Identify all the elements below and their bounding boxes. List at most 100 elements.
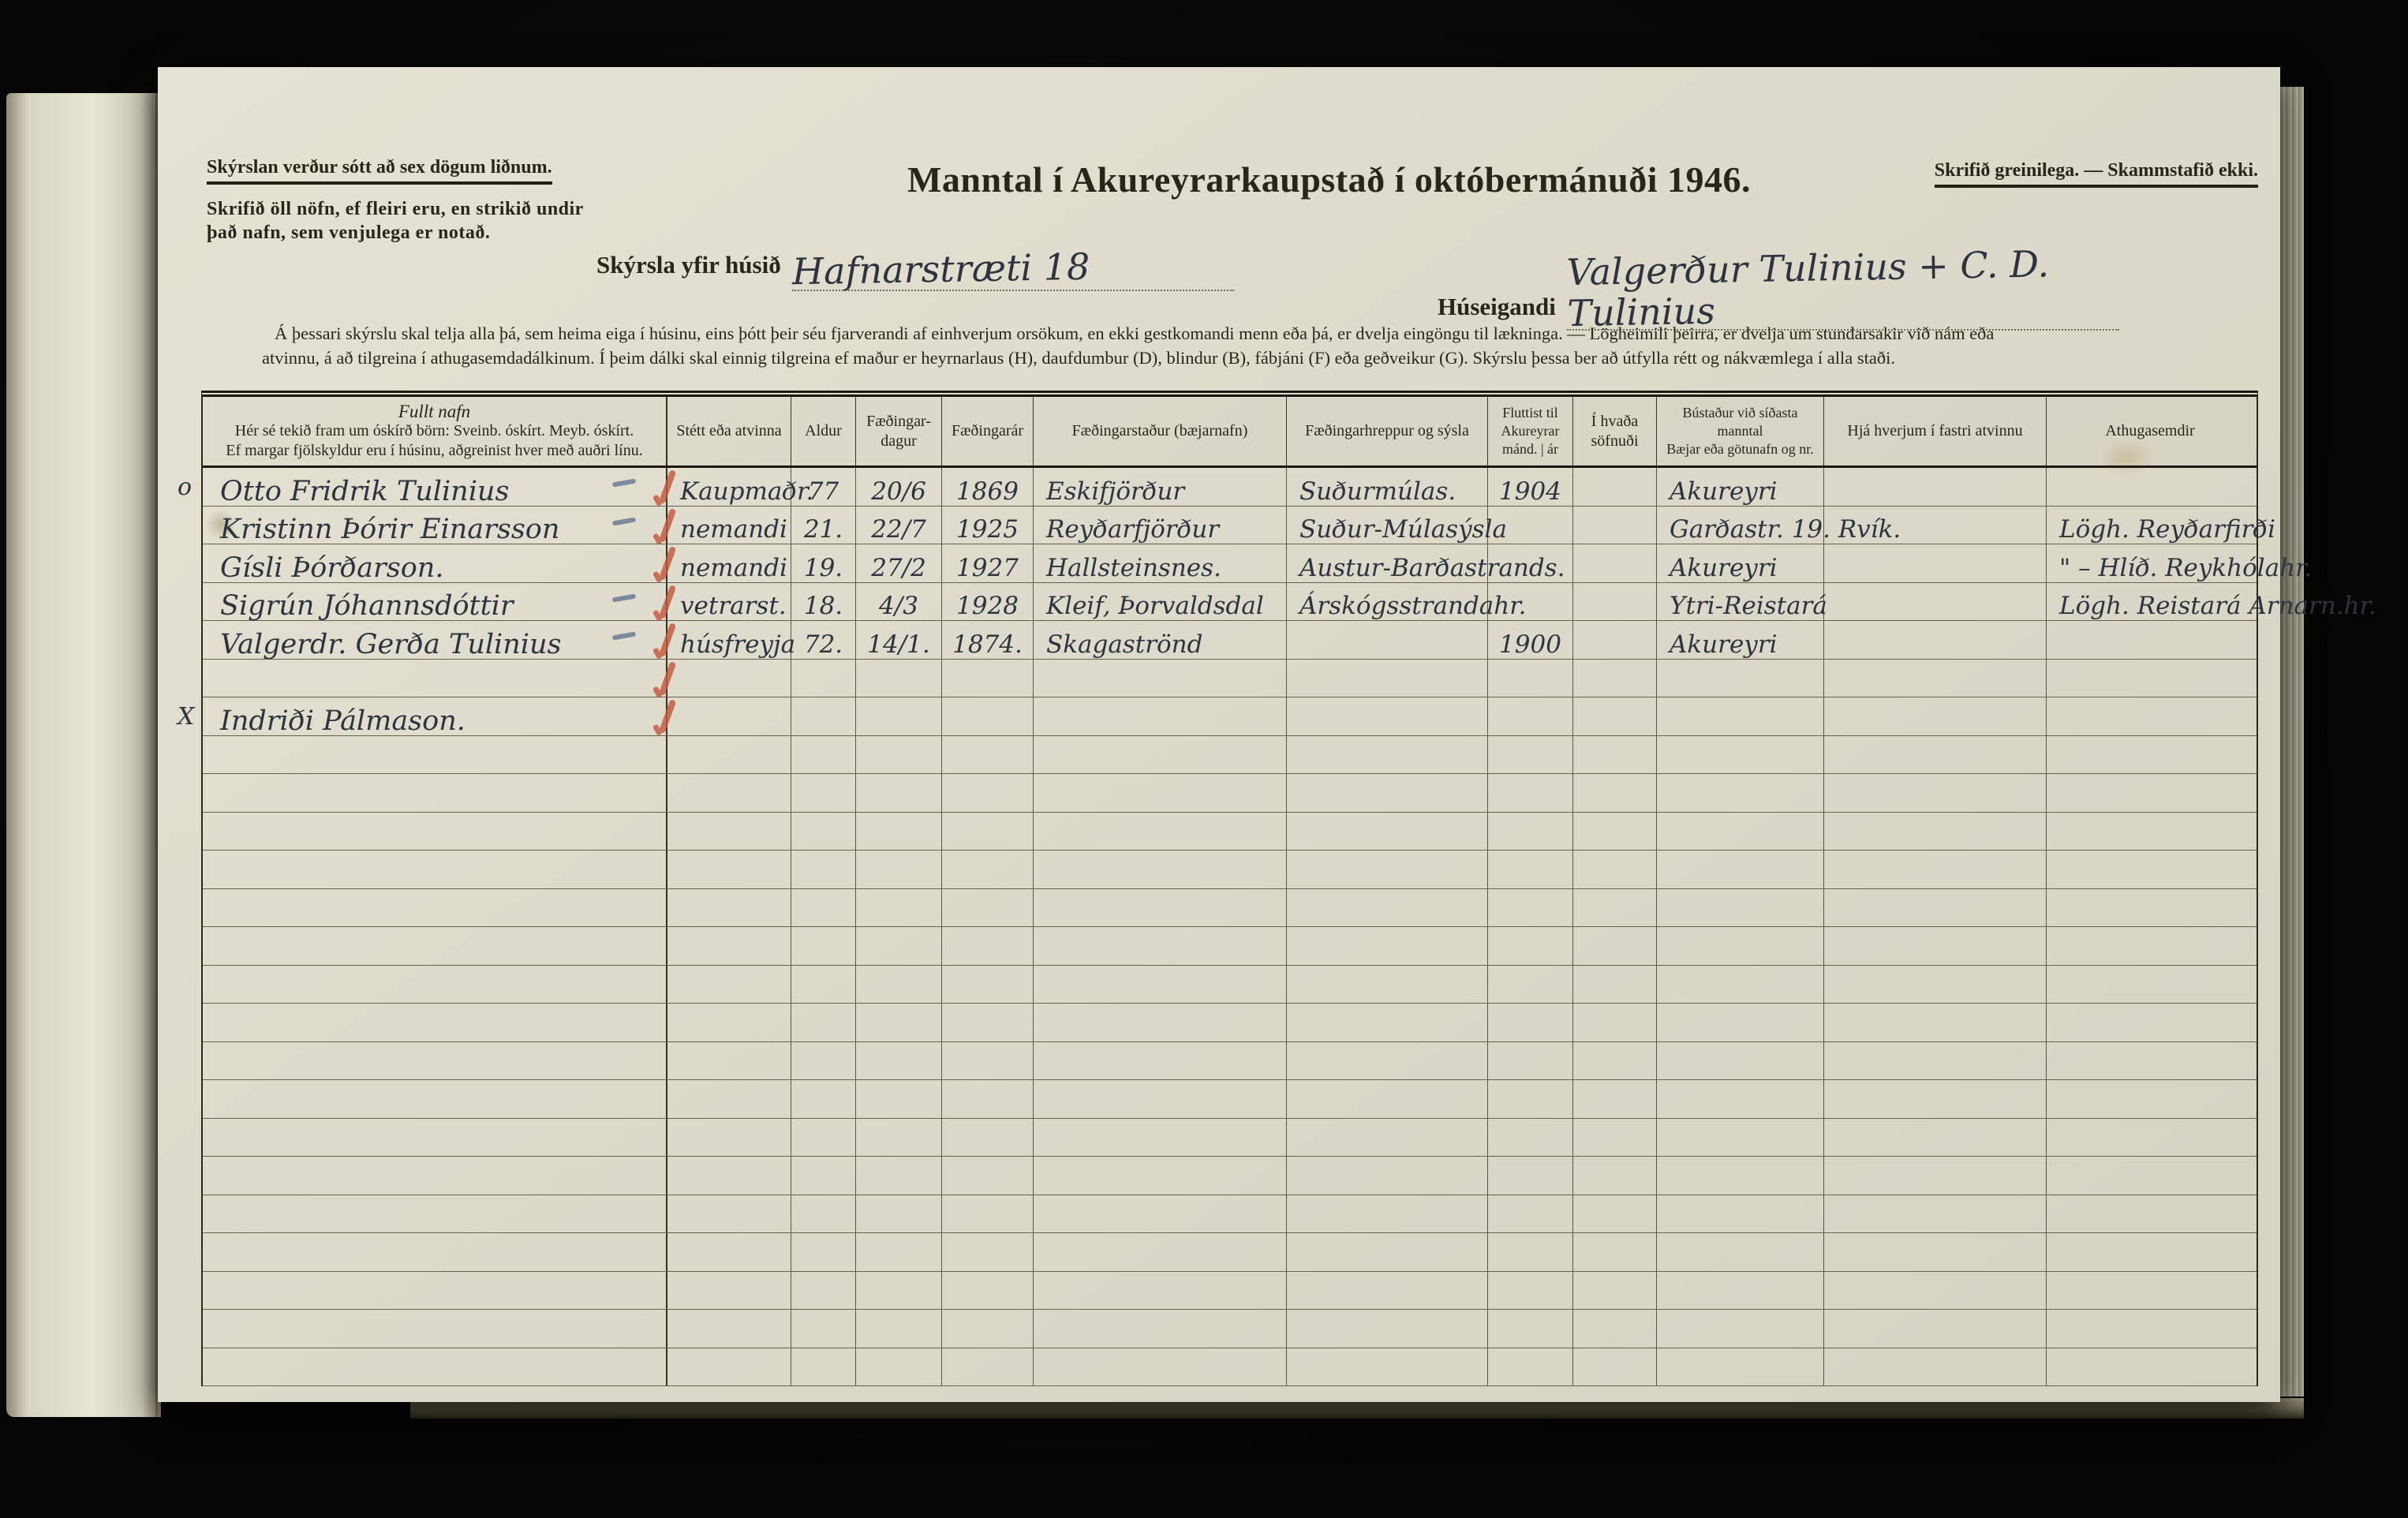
cell-birth-place: Kleif, Þorvaldsdal [1034, 582, 1287, 620]
cell-birth-day [856, 965, 942, 1003]
handwritten-birth-day: 22/7 [871, 515, 926, 544]
cell-age [791, 1157, 856, 1195]
cell-remarks [2047, 1310, 2253, 1348]
cell-employer [1824, 851, 2047, 888]
cell-remarks [2047, 774, 2253, 812]
cell-birth-place: Hallsteinsnes. [1034, 544, 1287, 582]
header-full-name-sub1: Hér sé tekið fram um óskírð börn: Sveinb… [234, 422, 634, 439]
cell-birth-day [856, 1080, 942, 1118]
cell-name [203, 1271, 667, 1309]
handwritten-birth-place: Hallsteinsnes. [1046, 553, 1221, 582]
owner-handwritten-value: Valgerður Tulinius + C. D. Tulinius [1566, 242, 2050, 335]
table-row [203, 1118, 2257, 1157]
cell-name [203, 1195, 667, 1232]
cell-birth-day: 22/7 [856, 506, 942, 544]
cell-residence [1657, 927, 1824, 965]
cell-birth-place [1034, 1195, 1287, 1232]
house-fill-line: Hafnarstræti 18 [791, 245, 1234, 293]
cell-employer [1824, 468, 2047, 506]
cell-employer [1824, 621, 2047, 659]
cell-birth-place: Reyðarfjörður [1034, 506, 1287, 544]
cell-birth-day [856, 851, 942, 888]
table-row [203, 812, 2257, 851]
cell-employer [1824, 965, 2047, 1003]
cell-parish [1287, 774, 1488, 812]
cell-residence: Akureyri [1657, 544, 1824, 582]
cell-moved [1488, 888, 1573, 926]
cell-birth-day: 20/6 [856, 468, 942, 506]
header-age: Aldur [791, 397, 856, 465]
cell-employer [1824, 1310, 2047, 1348]
cell-moved [1488, 1271, 1573, 1309]
cell-moved [1488, 1118, 1573, 1156]
cell-occupation [667, 1004, 791, 1041]
table-row: Gísli Þórðarson. nemandi 19. 27/2 1927 Hallst… [203, 544, 2312, 584]
cell-birth-year [942, 1233, 1034, 1271]
table-row [203, 927, 2257, 966]
blue-pencil-dash [611, 631, 637, 641]
cell-birth-day: 27/2 [856, 544, 942, 582]
cell-birth-day [856, 659, 942, 697]
cell-parish [1287, 1004, 1488, 1041]
cell-occupation [667, 1041, 791, 1079]
cell-parish [1287, 1080, 1488, 1118]
cell-birth-year [942, 735, 1034, 773]
cell-age [791, 697, 856, 735]
top-right-instructions: Skrifið greinilega. — Skammstafið ekki. [1934, 160, 2258, 188]
header-occupation: Stétt eða atvinna [667, 397, 791, 465]
header-remarks: Athugasemdir [2105, 422, 2195, 439]
cell-birth-day [856, 888, 942, 926]
handwritten-occupation: nemandi [680, 553, 787, 582]
cell-occupation [667, 1310, 791, 1348]
margin-mark: X [178, 702, 195, 731]
cell-occupation [667, 1157, 791, 1195]
table-row [203, 1348, 2257, 1386]
cell-remarks [2047, 468, 2253, 506]
cell-age [791, 888, 856, 926]
cell-birth-place [1034, 1118, 1287, 1156]
cell-residence [1657, 888, 1824, 926]
cell-occupation [667, 927, 791, 965]
cell-name: Sigrún Jóhannsdóttir [203, 582, 677, 622]
table-row [203, 774, 2257, 813]
handwritten-parish: Suður-Múlasýsla [1299, 515, 1507, 544]
cell-birth-year [942, 1080, 1034, 1118]
handwritten-age: 19. [803, 553, 843, 582]
cell-name [203, 1004, 667, 1041]
handwritten-birth-year: 1927 [956, 553, 1019, 582]
cell-remarks [2047, 697, 2253, 735]
cell-remarks: Lögh. Reistará Arnarn.hr. [2047, 583, 2376, 620]
instructions-line-1: Á þessari skýrslu skal telja alla þá, se… [275, 323, 1995, 343]
cell-birth-year [942, 812, 1034, 850]
table-row: Kristinn Þórir Einarsson nemandi 21. 22/7 19… [203, 506, 2275, 545]
cell-congregation [1573, 582, 1657, 620]
cell-parish [1287, 965, 1488, 1003]
book-left-page-edge [6, 93, 161, 1417]
table-row [203, 851, 2257, 889]
cell-birth-day: 4/3 [856, 582, 942, 620]
handwritten-age: 21. [803, 515, 843, 544]
cell-employer [1824, 1271, 2047, 1309]
cell-moved [1488, 1195, 1573, 1232]
cell-remarks [2047, 1195, 2253, 1233]
header-birth-place: Fæðingarstaður (bæjarnafn) [1034, 397, 1287, 465]
cell-birth-year [942, 659, 1034, 697]
cell-congregation [1573, 735, 1657, 773]
cell-age [791, 812, 856, 850]
cell-birth-day: 14/1. [856, 621, 942, 659]
cell-name: X Indriði Pálmason. [178, 697, 677, 737]
table-row: o Otto Fridrik Tulinius Kaupmaðr. 77 20/6 186… [178, 468, 2257, 507]
cell-name [203, 851, 667, 888]
cell-occupation [667, 1118, 791, 1156]
cell-age [791, 774, 856, 812]
handwritten-birth-place: Skagaströnd [1046, 630, 1203, 659]
cell-moved: 1904 [1488, 468, 1573, 506]
cell-employer [1824, 1233, 2047, 1271]
cell-birth-day [856, 1233, 942, 1271]
cell-remarks: Lögh. Reyðarfirði [2047, 507, 2275, 544]
cell-occupation [667, 1271, 791, 1309]
cell-parish [1287, 851, 1488, 888]
cell-employer [1824, 1080, 2047, 1118]
cell-age [791, 965, 856, 1003]
cell-residence [1657, 697, 1824, 735]
